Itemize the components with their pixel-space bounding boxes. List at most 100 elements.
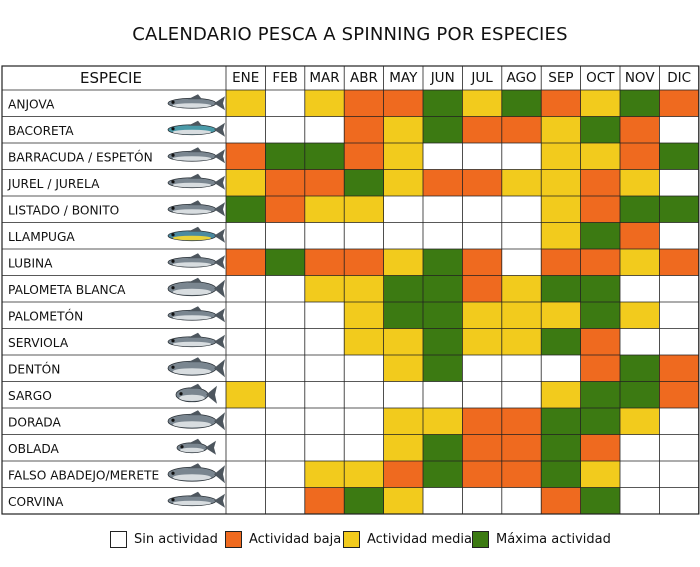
month-label-ene: ENE (232, 70, 259, 86)
pompano-icon (167, 277, 225, 298)
activity-cell (226, 169, 266, 196)
month-label-mar: MAR (309, 70, 339, 86)
seabass-icon (167, 253, 225, 270)
legend-item: Actividad media (343, 528, 472, 550)
species-name: DORADA (8, 415, 61, 429)
legend-item: Sin actividad (110, 528, 218, 550)
activity-cell (541, 434, 581, 461)
activity-cell (541, 328, 581, 355)
activity-cell (580, 302, 620, 329)
dentex-icon (167, 357, 225, 378)
activity-cell (659, 302, 699, 329)
activity-cell (383, 222, 423, 249)
activity-cell (541, 381, 581, 408)
activity-cell (226, 302, 266, 329)
legend: Sin actividad Actividad baja Actividad med… (0, 528, 700, 550)
month-label-oct: OCT (586, 70, 615, 86)
species-name: BACORETA (8, 124, 74, 138)
activity-cell (344, 328, 384, 355)
activity-cell (226, 487, 266, 514)
activity-cell (580, 116, 620, 143)
activity-cell (304, 408, 345, 435)
activity-cell (226, 381, 266, 408)
activity-cell (383, 196, 423, 223)
activity-cell (580, 275, 620, 302)
legend-label: Máxima actividad (496, 531, 611, 547)
activity-cell (423, 90, 463, 117)
activity-cell (659, 222, 699, 249)
activity-cell (226, 116, 266, 143)
activity-cell (265, 328, 305, 355)
species-name: BARRACUDA / ESPETÓN (8, 149, 153, 164)
activity-cell (383, 116, 423, 143)
activity-cell (423, 355, 463, 382)
activity-cell (620, 275, 660, 302)
activity-cell (344, 408, 384, 435)
activity-cell (620, 222, 660, 249)
legend-label: Actividad baja (249, 531, 342, 547)
activity-cell (659, 116, 699, 143)
activity-cell (580, 222, 620, 249)
activity-cell (226, 90, 266, 117)
species-name: SERVIOLA (8, 336, 69, 350)
activity-cell (580, 143, 620, 170)
activity-cell (659, 434, 699, 461)
activity-cell (620, 487, 660, 514)
month-label-jul: JUL (470, 70, 493, 86)
amberjack-icon (167, 332, 225, 349)
species-name: FALSO ABADEJO/MERETE (8, 468, 159, 482)
activity-cell (659, 275, 699, 302)
activity-cell (620, 116, 660, 143)
bonito-icon (167, 200, 225, 217)
saddled-bream-icon (176, 438, 216, 455)
activity-cell (620, 90, 660, 117)
activity-cell (226, 143, 266, 170)
month-label-nov: NOV (625, 70, 655, 86)
bluefish-icon (167, 94, 225, 111)
activity-cell (304, 302, 345, 329)
jack-icon (167, 173, 225, 190)
activity-cell (620, 408, 660, 435)
activity-cell (226, 196, 266, 223)
meagre-icon (167, 491, 225, 508)
activity-cell (383, 487, 423, 514)
activity-cell (383, 408, 423, 435)
activity-cell (304, 434, 345, 461)
activity-cell (423, 143, 463, 170)
activity-cell (501, 434, 542, 461)
leerfish-icon (167, 306, 225, 323)
activity-cell (580, 434, 620, 461)
month-label-jun: JUN (430, 70, 455, 86)
activity-cell (265, 249, 305, 276)
activity-cell (344, 355, 384, 382)
activity-cell (383, 90, 423, 117)
activity-cell (304, 355, 345, 382)
activity-cell (620, 196, 660, 223)
activity-cell (462, 222, 502, 249)
activity-cell (659, 381, 699, 408)
legend-label: Sin actividad (134, 531, 218, 547)
activity-cell (580, 355, 620, 382)
activity-cell (541, 302, 581, 329)
activity-cell (423, 249, 463, 276)
activity-cell (423, 302, 463, 329)
activity-cell (501, 275, 542, 302)
month-label-abr: ABR (350, 70, 378, 86)
activity-cell (580, 461, 620, 488)
activity-cell (423, 169, 463, 196)
activity-cell (462, 302, 502, 329)
activity-cell (226, 355, 266, 382)
activity-cell (541, 408, 581, 435)
activity-cell (265, 90, 305, 117)
activity-cell (304, 196, 345, 223)
activity-cell (659, 408, 699, 435)
activity-cell (304, 328, 345, 355)
legend-swatch (343, 530, 360, 548)
activity-cell (265, 222, 305, 249)
activity-cell (344, 434, 384, 461)
activity-cell (265, 461, 305, 488)
activity-cell (462, 90, 502, 117)
activity-cell (620, 381, 660, 408)
seabream-icon (175, 383, 217, 404)
